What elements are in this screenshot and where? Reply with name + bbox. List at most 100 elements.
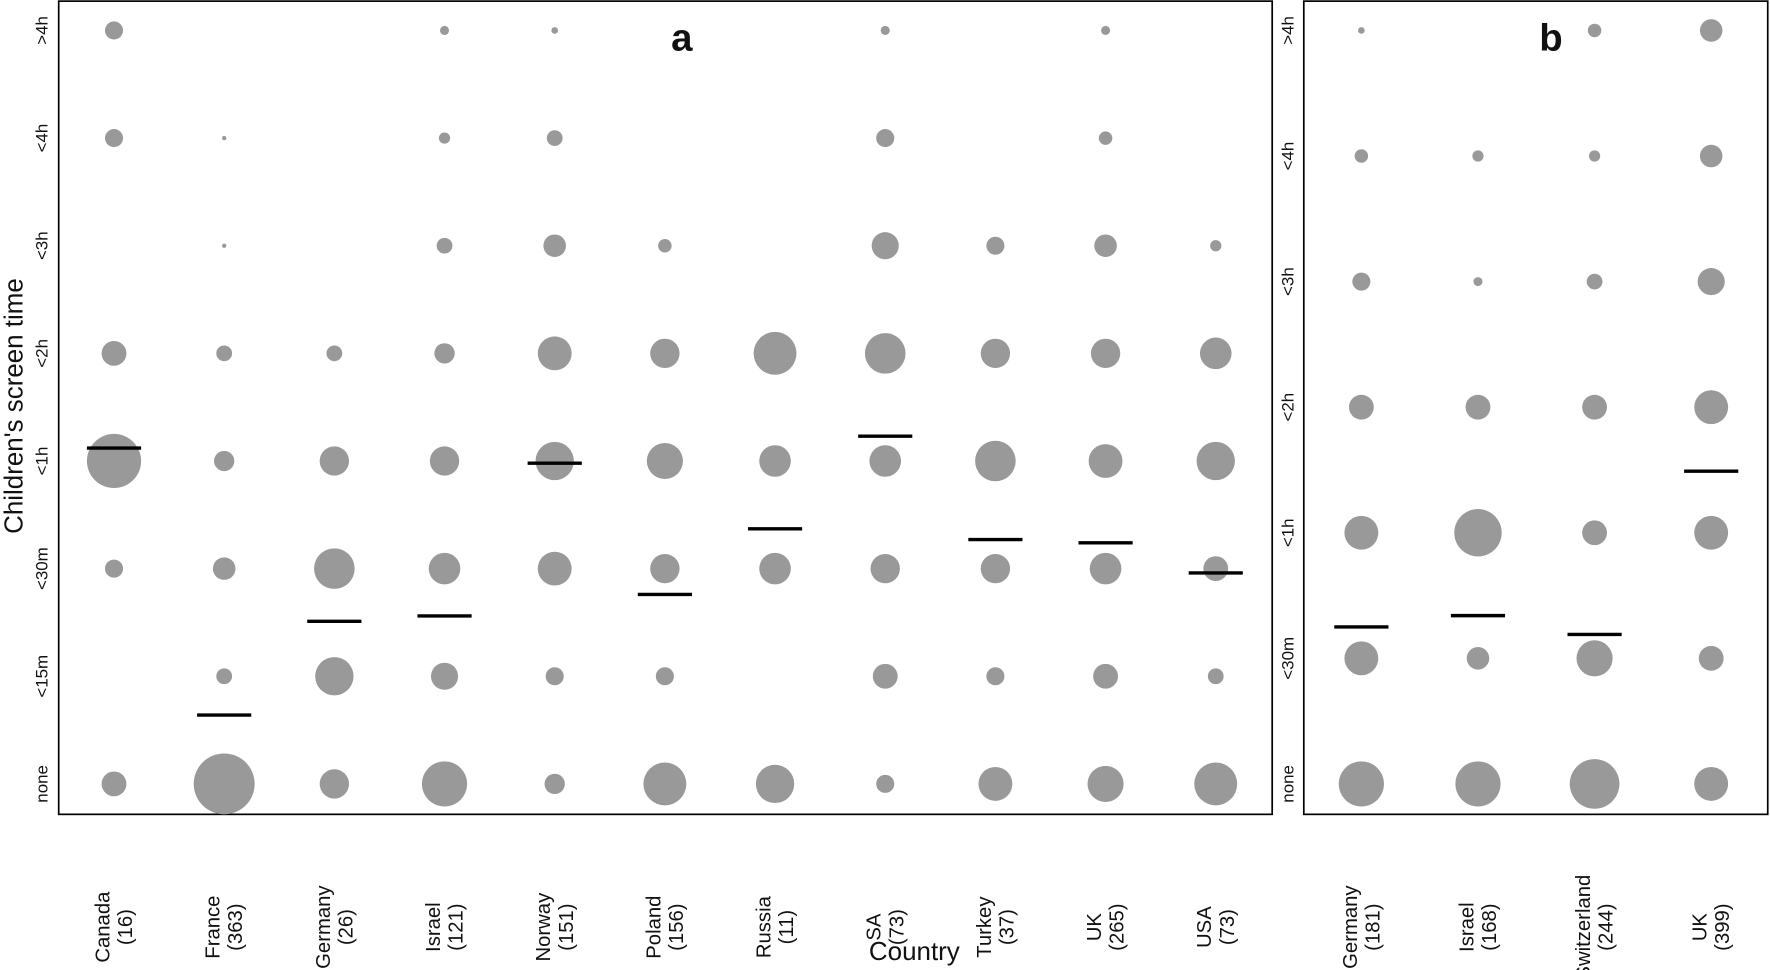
panel-a-y-tick-label: <2h (32, 339, 51, 368)
panel-a-x-tick-label: UK (1084, 913, 1106, 942)
panel-a-bubble (216, 345, 233, 362)
panel-a-bubble (537, 551, 572, 586)
panel-a-bubble (544, 773, 565, 795)
panel-a-x-tick-label: Germany (313, 885, 335, 969)
panel-a-y-tick-label: <30m (32, 547, 51, 590)
panel-a-bubble (429, 446, 460, 476)
panel-a-x-tick-count: (151) (556, 903, 578, 950)
panel-a-bubble (428, 552, 461, 585)
panel-a-bubble (319, 769, 350, 799)
panel-a-x-tick-count: (121) (446, 903, 468, 950)
panel-a-bubble (755, 764, 795, 804)
panel-b-bubble (1466, 647, 1490, 670)
panel-b-y-tick-label: <3h (1279, 267, 1298, 296)
panel-a-bubble (421, 761, 468, 807)
panel-b-bubble (1697, 268, 1725, 296)
panel-b-bubble (1454, 509, 1502, 557)
panel-a-bubble (1093, 663, 1118, 689)
panel-a-bubble (646, 442, 683, 480)
panel-b-y-tick-label: <2h (1279, 393, 1298, 422)
panel-a-bubble (545, 667, 564, 686)
panel-a-bubble (222, 135, 227, 141)
panel-a-bubble (650, 338, 680, 369)
panel-a-bubble (864, 333, 906, 374)
panel-a-bubble (104, 129, 124, 148)
panel-a-bubble (1207, 668, 1224, 685)
panel-b-bubble (1699, 144, 1723, 168)
panel-b-bubble (1694, 515, 1729, 550)
panel-a-bubble (1194, 762, 1238, 806)
panel-a-bubble (1199, 337, 1232, 370)
panel-a-bubble (1094, 234, 1117, 257)
panel-b-y-tick-label: <1h (1279, 518, 1298, 547)
panel-a-bubble (986, 667, 1005, 686)
panel-a-y-tick-label: <4h (32, 124, 51, 153)
panel-b-bubble (1348, 394, 1374, 420)
panel-b-bubble (1358, 27, 1365, 34)
panel-a-x-tick-count: (265) (1107, 903, 1129, 950)
panel-b-x-tick-label: UK (1690, 913, 1712, 942)
panel-a-bubble (980, 553, 1011, 584)
panel-a-bubble (1089, 552, 1122, 585)
panel-a-x-tick-count: (73) (1217, 909, 1239, 945)
panel-a-bubble (430, 662, 459, 690)
panel-a-bubble (753, 331, 797, 375)
panel-b-bubble (1587, 23, 1602, 38)
panel-a-bubble (543, 234, 566, 257)
panel-a-bubble (434, 343, 455, 364)
panel-a-bubble (193, 753, 255, 815)
panel-a-bubble (535, 441, 574, 481)
panel-b-x-tick-label: Switzerland (1573, 875, 1595, 970)
panel-a-x-tick-count: (26) (335, 909, 357, 945)
panel-a-bubble (1087, 765, 1124, 802)
panel-a-bubble (876, 774, 895, 793)
panel-a-bubble (871, 232, 899, 260)
panel-a-x-tick-label: Norway (533, 892, 555, 962)
panel-a-bubble (1210, 240, 1222, 252)
panel-a-x-tick-count: (37) (996, 909, 1018, 945)
panel-a-bubble (222, 243, 227, 248)
panel-a-x-tick-count: (16) (115, 909, 137, 945)
panel-b-bubble (1352, 272, 1371, 291)
panel-label-a: a (671, 17, 693, 60)
panel-b-x-tick-count: (244) (1596, 903, 1618, 950)
panel-a-bubble (537, 336, 572, 371)
panel-a-bubble (101, 340, 127, 366)
panel-a-x-tick-label: Canada (92, 891, 114, 963)
panel-a-bubble (216, 668, 233, 685)
panel-b-y-tick-label: none (1279, 765, 1298, 803)
panel-b-y-tick-label: <4h (1279, 142, 1298, 171)
panel-a-bubble (1101, 25, 1111, 35)
panel-a-y-tick-label: <15m (32, 655, 51, 698)
panel-b-bubble (1569, 759, 1620, 809)
panel-b-bubble (1698, 645, 1724, 671)
panel-b-bubble (1472, 150, 1484, 162)
panel-a-bubble (326, 345, 343, 362)
panel-b-bubble (1473, 277, 1483, 287)
panel-b-bubble (1699, 19, 1723, 42)
panel-b-bubble (1588, 150, 1601, 162)
panel-a-x-tick-count: (156) (666, 903, 688, 950)
panel-a-x-tick-label: Israel (423, 902, 445, 952)
panel-a-bubble (1196, 441, 1235, 481)
panel-a-x-tick-count: (363) (225, 903, 247, 950)
panel-b-bubble (1576, 640, 1613, 677)
panel-a-bubble (869, 445, 902, 477)
panel-b-x-tick-label: Germany (1340, 885, 1362, 969)
panel-b-x-tick-count: (181) (1362, 903, 1384, 950)
panel-a-bubble (86, 433, 142, 489)
panel-a-bubble (1098, 131, 1113, 145)
panel-a-bubble (551, 27, 559, 34)
x-axis-title: Country (869, 938, 960, 966)
panel-a-y-tick-label: none (32, 765, 51, 803)
panel-a-x-tick-label: France (203, 896, 225, 959)
panel-b-bubble (1586, 273, 1603, 290)
panel-a-bubble (759, 445, 791, 477)
panel-b-bubble (1354, 149, 1369, 163)
panel-b-bubble (1455, 761, 1501, 807)
panel-a-x-tick-count: (11) (776, 910, 798, 945)
panel-b-bubble (1465, 394, 1491, 420)
panel-a-x-tick-label: SA (864, 913, 886, 941)
panel-a-bubble (314, 548, 355, 589)
panel-b-x-tick-count: (399) (1712, 903, 1734, 950)
